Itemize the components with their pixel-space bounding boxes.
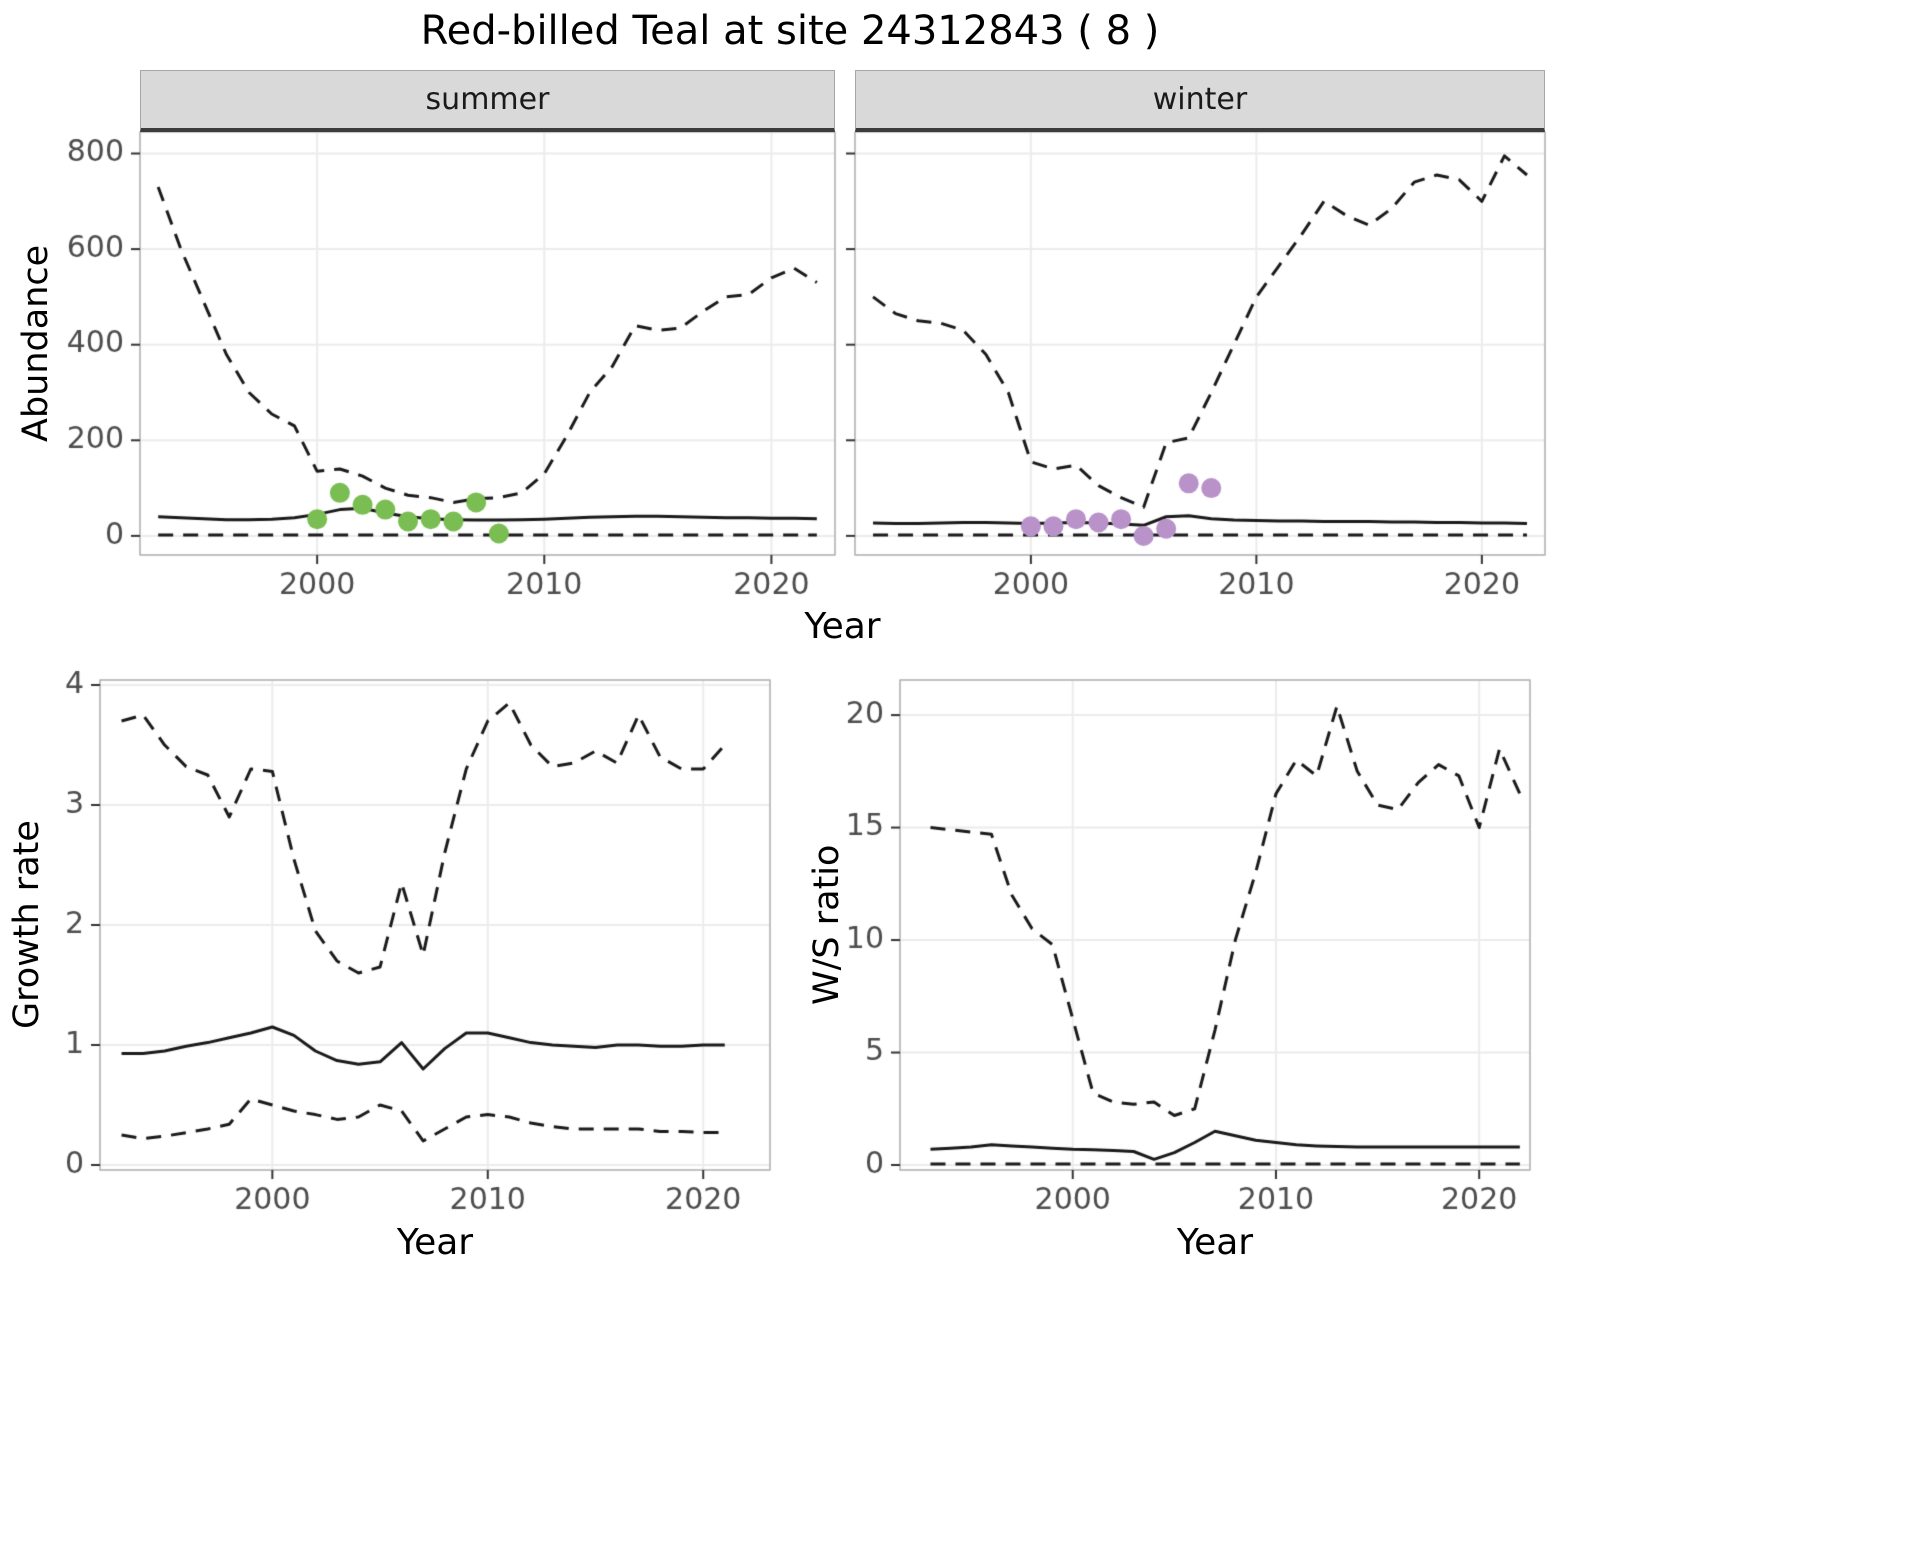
facet-strip-winter: winter <box>855 70 1545 132</box>
facet-strip-winter-label: winter <box>1152 82 1248 117</box>
x-axis-label-year-growth: Year <box>396 1222 474 1263</box>
y-axis-label-ws-ratio: W/S ratio <box>807 844 847 1006</box>
y-axis-label-abundance: Abundance <box>16 244 56 443</box>
x-axis-label-year-top: Year <box>804 606 881 647</box>
x-axis-label-year-ws: Year <box>1176 1222 1254 1263</box>
chart-title: Red-billed Teal at site 24312843 ( 8 ) <box>420 8 1160 54</box>
y-axis-label-growth-rate: Growth rate <box>7 820 47 1030</box>
facet-strip-summer: summer <box>140 70 835 132</box>
facet-strip-summer-label: summer <box>425 82 550 117</box>
